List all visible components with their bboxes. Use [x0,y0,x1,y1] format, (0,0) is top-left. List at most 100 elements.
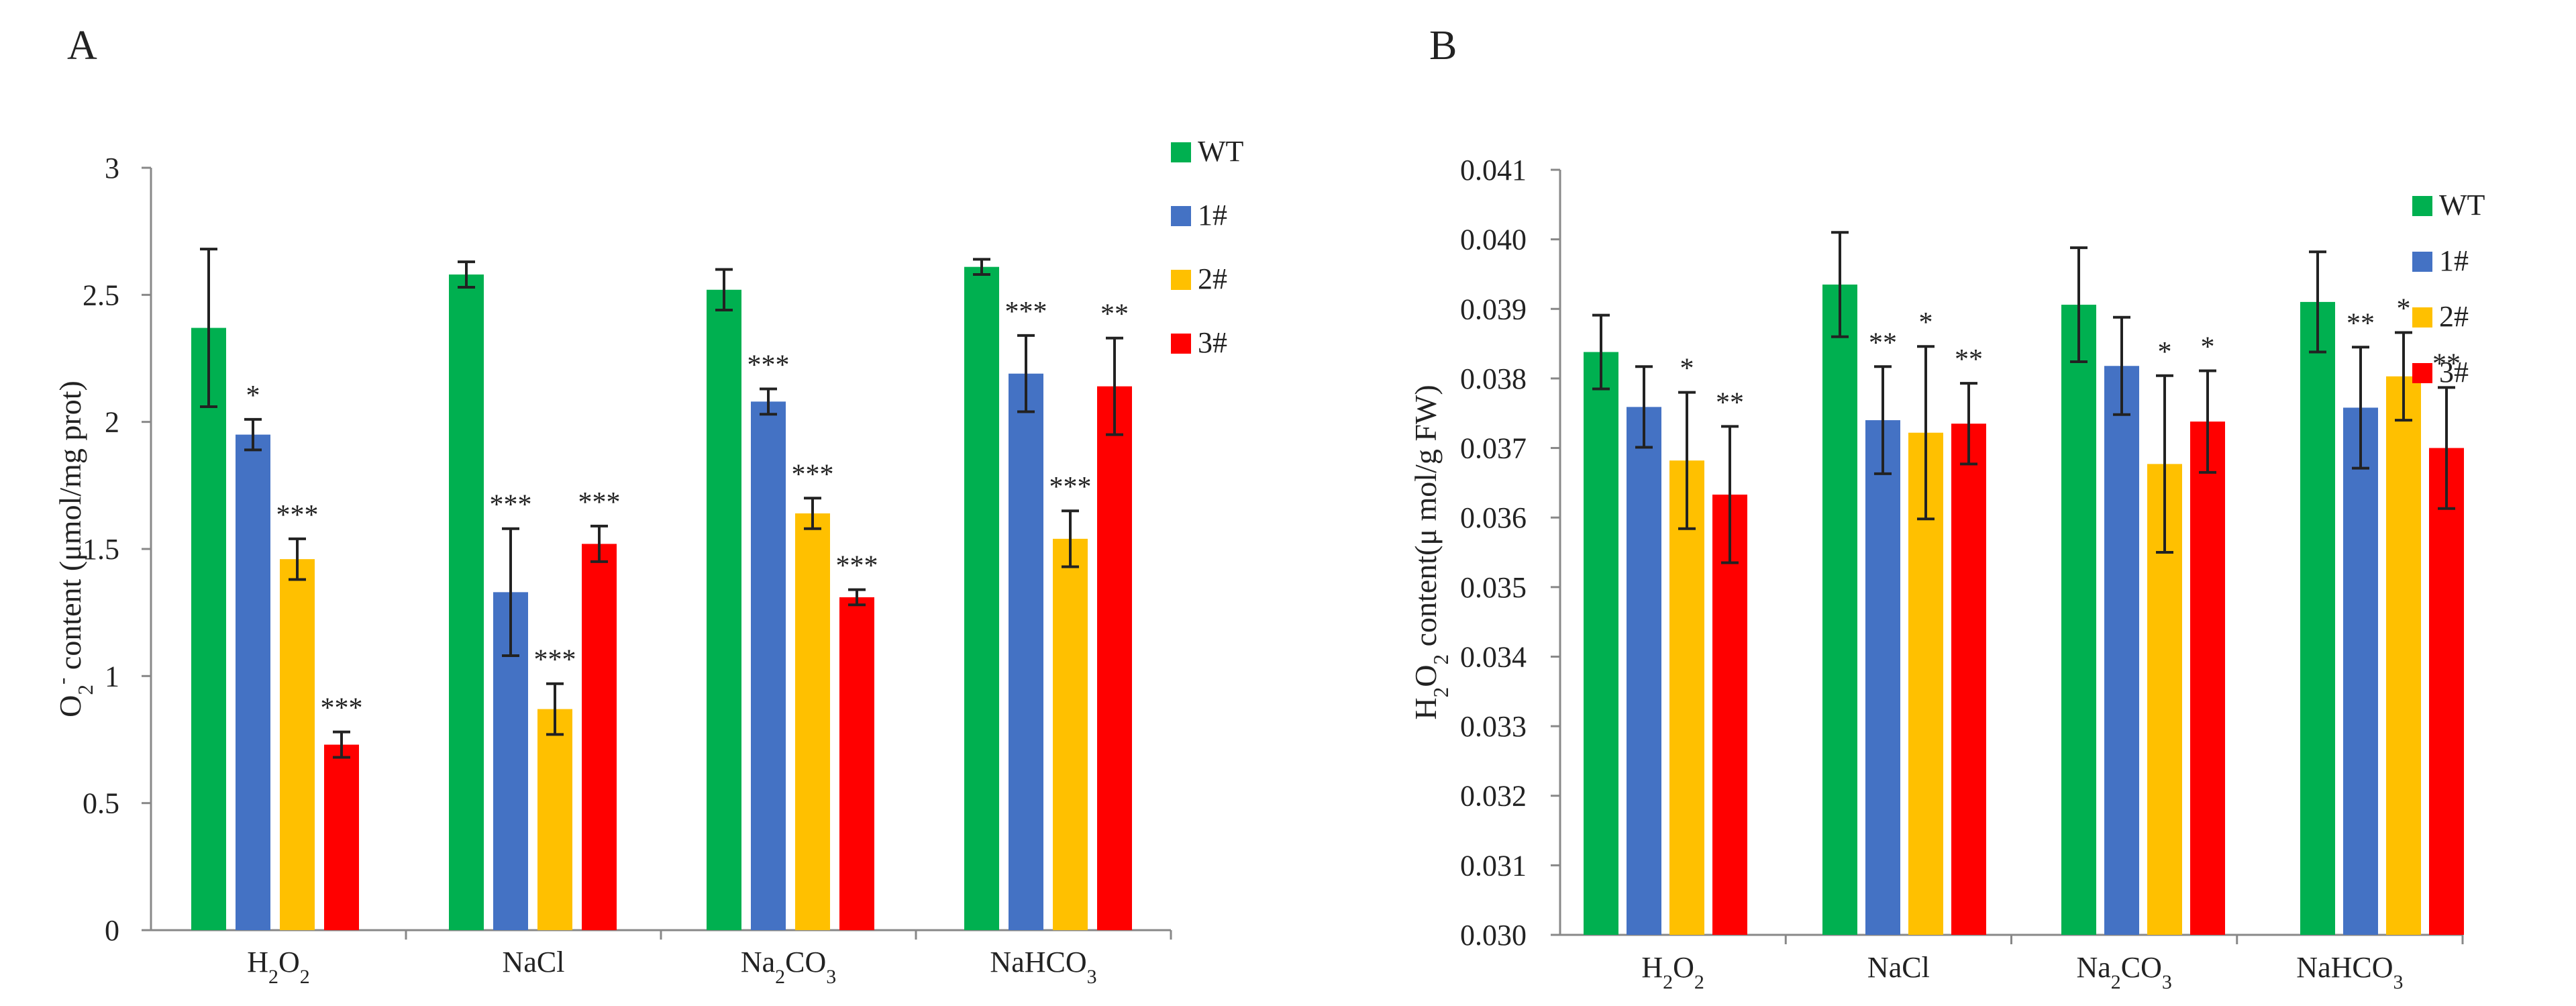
y-tick-label: 0.038 [1460,362,1527,395]
bar-WT-1 [449,274,484,930]
label-part: 3 [2393,971,2404,993]
label-part: H [1408,697,1443,719]
legend-swatch [2412,196,2432,216]
legend-label: 2# [2439,300,2469,333]
y-tick-label: 1 [105,660,119,693]
bar-3-3 [2429,448,2464,935]
bar-2-3 [1053,538,1088,930]
bar-1-2 [2104,366,2139,935]
y-tick-label: 0.037 [1460,432,1527,465]
legend-label: WT [1198,135,1244,168]
significance-label: ** [2432,348,2461,379]
significance-label: * [1919,307,1933,338]
significance-label: * [2158,337,2172,368]
y-tick-label: 0.036 [1460,501,1527,534]
label-part: CO [2121,951,2162,984]
label-part: 3 [1087,966,1097,988]
y-tick-label: 0.5 [83,787,119,820]
category-label: H2O2 [247,946,309,988]
bar-1-3 [2343,407,2378,935]
significance-label: *** [490,490,532,521]
significance-label: *** [1049,472,1092,503]
category-label: NaHCO3 [990,946,1096,988]
significance-label: ** [1100,299,1129,330]
label-part: O [53,695,87,717]
label-part: O [1408,665,1443,687]
bar-2-1 [537,709,572,930]
label-part: 3 [2162,971,2172,993]
label-part: 2 [268,966,278,988]
category-label: H2O2 [1641,951,1704,993]
label-part: O [1673,951,1694,984]
label-part: 2 [1429,687,1453,698]
label-part: - [50,678,74,685]
bar-1-1 [1865,420,1900,935]
y-tick-label: 0 [105,914,119,947]
label-part: content(μ mol/g FW) [1408,385,1443,654]
y-tick-label: 2 [105,406,119,439]
y-tick-label: 2.5 [83,279,119,311]
significance-label: * [1680,354,1694,385]
category-label: Na2CO3 [2076,951,2171,993]
significance-label: *** [792,459,834,490]
label-part: 2 [74,685,97,695]
significance-label: *** [276,500,319,531]
bar-2-2 [795,513,830,930]
bar-1-2 [751,401,786,930]
label-part: 2 [1694,971,1704,993]
y-tick-label: 0.041 [1460,154,1527,187]
legend-swatch [1171,334,1191,354]
label-part: NaCl [503,946,565,978]
bar-3-1 [582,544,617,930]
bar-2-0 [280,559,315,930]
bar-3-2 [839,597,874,930]
category-label: NaCl [1867,951,1930,984]
significance-label: *** [748,350,790,381]
significance-label: *** [836,551,878,582]
y-tick-label: 0.039 [1460,293,1527,325]
legend-label: 2# [1198,262,1227,295]
significance-label: ** [1716,387,1744,418]
bar-WT-0 [1584,352,1618,935]
label-part: 2 [2111,971,2121,993]
y-axis-label: H2O2 content(μ mol/g FW) [1408,385,1453,719]
bar-3-1 [1951,423,1986,935]
y-tick-label: 0.034 [1460,640,1527,673]
significance-label: *** [1005,297,1047,328]
significance-label: *** [534,645,576,676]
bar-2-3 [2386,376,2421,935]
legend-swatch [1171,206,1191,226]
legend-label: 1# [2439,244,2469,277]
y-tick-label: 0.035 [1460,571,1527,604]
bar-1-0 [1627,407,1661,935]
bar-WT-2 [2061,305,2096,935]
significance-label: *** [578,487,621,518]
significance-label: ** [1869,328,1897,358]
y-tick-label: 0.040 [1460,223,1527,256]
category-label: NaCl [503,946,565,978]
label-part: content (μmol/mg prot) [53,381,87,677]
label-part: 2 [300,966,310,988]
y-axis-label: O2- content (μmol/mg prot) [50,381,97,717]
y-tick-label: 3 [105,152,119,185]
bar-1-0 [236,434,270,930]
legend-swatch [2412,252,2432,272]
legend-label: 3# [1198,326,1227,359]
bar-WT-1 [1822,285,1857,935]
significance-label: * [2397,294,2411,325]
significance-label: *** [321,693,363,724]
legend-swatch [2412,307,2432,328]
category-label: Na2CO3 [741,946,836,988]
label-part: Na [2076,951,2110,984]
label-part: Na [741,946,775,978]
label-part: 3 [826,966,836,988]
significance-label: ** [2347,308,2375,339]
significance-label: * [2201,332,2215,363]
label-part: 2 [1429,654,1453,665]
bar-3-2 [2190,421,2225,935]
label-part: 2 [1663,971,1673,993]
panel-letter: B [1429,23,1457,68]
